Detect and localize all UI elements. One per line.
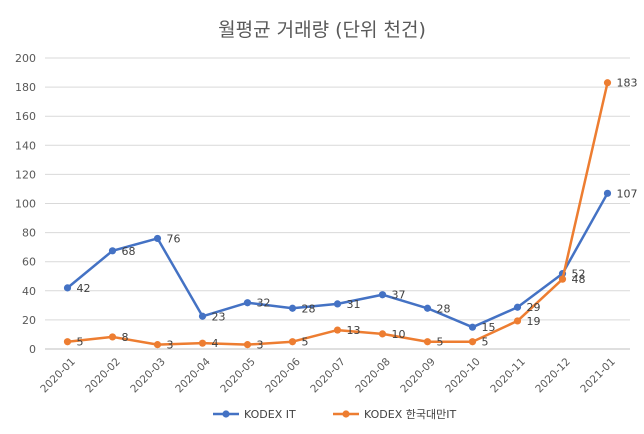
series-1-point-2020-05	[243, 299, 252, 307]
series-2-data-label-2020-11: 19	[527, 315, 541, 328]
series-2-point-2020-01	[63, 338, 72, 346]
series-1-point-2020-08	[378, 291, 387, 299]
series-2-point-2021-01	[603, 79, 612, 87]
chart-title: 월평균 거래량 (단위 천건)	[218, 19, 426, 41]
data-labels: 42 68 76 23 32 28 31 37 28 15 29 52 107 5 8 3 4 3 5 13 10 5 5 1…	[77, 77, 638, 352]
series-2-point-2020-08	[378, 330, 387, 338]
series-1-data-label-2020-12: 52	[572, 268, 586, 281]
y-axis: 0 20 40 60 80 100 120 140 160 180 200	[15, 52, 36, 356]
series-2-point-2020-12	[558, 275, 567, 283]
series-1-point-2020-10	[468, 323, 477, 331]
x-tick-label-2020-05: 2020-05	[218, 356, 258, 396]
series-2-point-2020-11	[513, 317, 522, 325]
series-layer	[63, 79, 612, 349]
series-2-data-label-2020-01: 5	[77, 336, 84, 349]
series-1-point-2020-04	[198, 312, 207, 320]
legend-label-1: KODEX IT	[244, 408, 296, 421]
series-1-data-label-2020-04: 23	[212, 310, 226, 323]
y-tick-label-200: 200	[15, 52, 36, 65]
y-tick-label-60: 60	[22, 256, 36, 269]
series-1-data-label-2020-03: 76	[167, 232, 181, 245]
series-2-data-label-2020-07: 13	[347, 324, 361, 337]
series-2-point-2020-02	[108, 333, 117, 341]
series-1-point-2020-09	[423, 304, 432, 312]
legend-item-2: KODEX 한국대만IT	[333, 408, 456, 421]
series-2-data-label-2020-08: 10	[392, 328, 406, 341]
x-tick-label-2020-01: 2020-01	[38, 356, 78, 396]
legend-item-1: KODEX IT	[213, 408, 296, 421]
series-2-point-2020-05	[243, 341, 252, 349]
series-1-data-label-2021-01: 107	[617, 187, 638, 200]
legend-marker-1	[222, 410, 230, 418]
x-tick-label-2020-12: 2020-12	[533, 356, 573, 396]
y-tick-label-0: 0	[29, 343, 36, 356]
series-2-data-label-2020-09: 5	[437, 336, 444, 349]
x-tick-label-2020-09: 2020-09	[398, 356, 438, 396]
y-tick-label-20: 20	[22, 314, 36, 327]
x-tick-label-2020-07: 2020-07	[308, 356, 348, 396]
series-1-data-label-2020-01: 42	[77, 282, 91, 295]
y-tick-label-80: 80	[22, 227, 36, 240]
y-tick-label-100: 100	[15, 198, 36, 211]
series-2-data-label-2020-02: 8	[122, 331, 129, 344]
y-tick-label-180: 180	[15, 81, 36, 94]
series-2-data-label-2020-05: 3	[257, 339, 264, 352]
y-tick-label-140: 140	[15, 139, 36, 152]
gridlines	[45, 57, 630, 350]
y-tick-label-40: 40	[22, 285, 36, 298]
series-1-data-label-2020-09: 28	[437, 302, 451, 315]
series-1-data-label-2020-08: 37	[392, 289, 406, 302]
series-2-point-2020-06	[288, 338, 297, 346]
legend: KODEX IT KODEX 한국대만IT	[213, 408, 456, 421]
series-1-data-label-2020-06: 28	[302, 302, 316, 315]
series-2-point-2020-07	[333, 326, 342, 334]
series-1-point-2020-01	[63, 284, 72, 292]
series-1-point-2020-06	[288, 304, 297, 312]
series-1-data-label-2020-11: 29	[527, 301, 541, 314]
x-tick-label-2021-01: 2021-01	[578, 356, 618, 396]
series-1-point-2020-03	[153, 234, 162, 243]
series-1-point-2021-01	[603, 189, 612, 197]
series-2-data-label-2020-04: 4	[212, 337, 219, 350]
series-1-point-2020-07	[333, 300, 342, 308]
series-1-data-label-2020-02: 68	[122, 245, 136, 258]
x-tick-label-2020-11: 2020-11	[488, 356, 528, 396]
series-2-data-label-2020-06: 5	[302, 336, 309, 349]
series-2-point-2020-04	[198, 339, 207, 347]
series-2-point-2020-03	[153, 341, 162, 349]
series-2-data-label-2021-01: 183	[617, 77, 638, 90]
series-2-point-2020-10	[468, 338, 477, 346]
series-2-data-label-2020-03: 3	[167, 339, 174, 352]
series-2-data-label-2020-10: 5	[482, 336, 489, 349]
legend-label-2: KODEX 한국대만IT	[364, 408, 456, 421]
series-2-point-2020-09	[423, 338, 432, 346]
series-1-data-label-2020-07: 31	[347, 298, 361, 311]
y-tick-label-160: 160	[15, 110, 36, 123]
y-tick-label-120: 120	[15, 168, 36, 181]
legend-marker-2	[342, 410, 350, 418]
x-tick-label-2020-08: 2020-08	[353, 356, 393, 396]
series-1-point-2020-11	[513, 303, 522, 311]
x-tick-label-2020-03: 2020-03	[128, 356, 168, 396]
series-2-data-label-2020-12: 48	[572, 273, 586, 286]
x-tick-label-2020-06: 2020-06	[263, 356, 303, 396]
x-axis: 2020-01 2020-02 2020-03 2020-04 2020-05 2020-…	[38, 356, 618, 396]
x-tick-label-2020-04: 2020-04	[173, 356, 213, 396]
series-1-point-2020-02	[108, 247, 117, 255]
series-1-data-label-2020-10: 15	[482, 321, 496, 334]
x-tick-label-2020-10: 2020-10	[443, 356, 483, 396]
series-1-data-label-2020-05: 32	[257, 297, 271, 310]
x-tick-label-2020-02: 2020-02	[83, 356, 123, 396]
